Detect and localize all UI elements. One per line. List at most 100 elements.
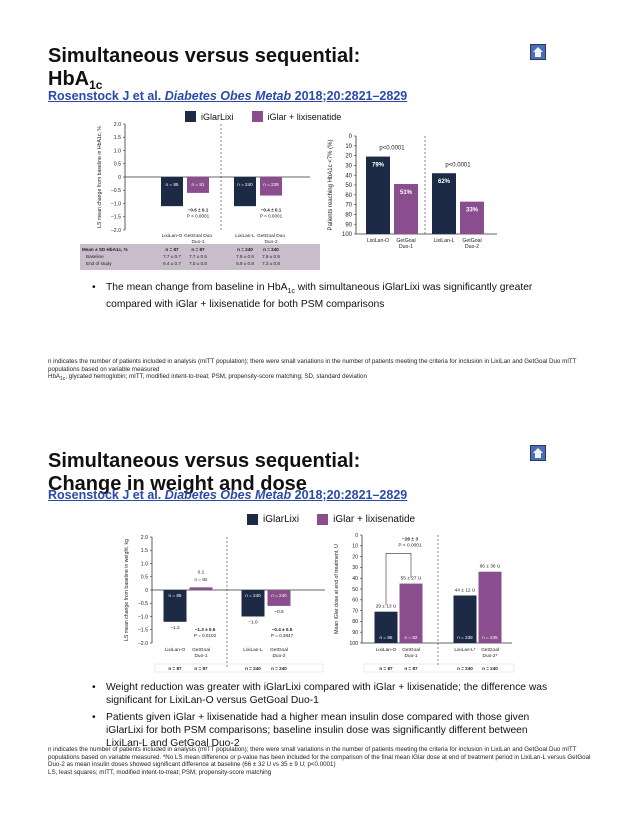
y-tick-label: 1.5 bbox=[141, 548, 148, 554]
y-tick-label: 40 bbox=[345, 173, 352, 179]
n-label: n = 240 bbox=[271, 666, 287, 671]
x-tick-label: Duo-1 bbox=[194, 653, 207, 659]
legend: iGlarLixi iGlar + lixisenatide bbox=[185, 111, 341, 122]
data-label: −1.2 bbox=[170, 625, 180, 631]
insulin-dose-chart: 0 10 20 30 40 50 60 70 80 90 100 Mean iGlar dose at… bbox=[334, 533, 515, 673]
table-band bbox=[80, 244, 320, 270]
bar bbox=[267, 590, 291, 606]
data-label: 79% bbox=[372, 163, 385, 169]
x-tick-label: GetGoal bbox=[481, 647, 499, 653]
title-sub: 1c bbox=[89, 78, 103, 92]
citation-link[interactable]: Rosenstock J et al. Diabetes Obes Metab … bbox=[48, 89, 408, 103]
slide-hba1c: Simultaneous versus sequential: HbA1c Ro… bbox=[0, 0, 638, 413]
slide1-footnote: n indicates the number of patients inclu… bbox=[48, 358, 577, 383]
x-tick-label: LixiLan-O bbox=[367, 238, 389, 244]
y-tick-label: 30 bbox=[352, 565, 358, 571]
citation-link[interactable]: Rosenstock J et al. Diabetes Obes Metab … bbox=[48, 488, 408, 502]
y-tick-label: 0 bbox=[355, 533, 358, 539]
table-cell: 7.7 ± 0.5 bbox=[189, 254, 207, 259]
bar-label: n = 82 bbox=[405, 635, 418, 640]
x-tick-label: LixiLan-L bbox=[433, 238, 454, 244]
x-tick-label: LixiLan-O bbox=[376, 647, 397, 653]
y-tick-label: 40 bbox=[352, 576, 358, 582]
y-tick-label: 0 bbox=[349, 134, 353, 140]
y-tick-label: −1.5 bbox=[138, 628, 148, 634]
n-label: n = 87 bbox=[404, 666, 418, 671]
bar bbox=[374, 611, 398, 643]
home-icon[interactable] bbox=[530, 44, 546, 60]
table-cell: 7.9 ± 0.5 bbox=[262, 254, 280, 259]
y-tick-label: 70 bbox=[352, 608, 358, 614]
bar-label: n = 235 bbox=[482, 635, 498, 640]
legend-swatch-iglar-lixi bbox=[317, 514, 329, 525]
table-cell: 6.9 ± 0.8 bbox=[236, 261, 254, 266]
legend-swatch-iglarlixi bbox=[185, 111, 196, 122]
annotation: −0.4 ± 0.5 bbox=[272, 627, 293, 632]
annotation: p<0.0001 bbox=[445, 162, 471, 168]
bar bbox=[161, 177, 183, 207]
y-tick-label: 1.0 bbox=[141, 561, 148, 567]
home-icon[interactable] bbox=[530, 445, 546, 461]
annotation: P = 0.0102 bbox=[194, 633, 217, 638]
x-tick-label: LixiLan-O bbox=[165, 647, 186, 653]
bar bbox=[478, 571, 502, 643]
x-tick-label: GetGoal Duo bbox=[184, 233, 212, 239]
table-cell: 7.3 ± 0.8 bbox=[262, 261, 280, 266]
bar-label: n = 240 bbox=[245, 593, 261, 598]
x-tick-label-2: Duo-1 bbox=[191, 239, 204, 245]
slide2-bullet: Patients given iGlar + lixisenatide had … bbox=[92, 711, 552, 750]
x-tick-label: GetGoal bbox=[192, 647, 210, 653]
x-tick-label-2: Duo-2 bbox=[264, 239, 277, 245]
y-tick-label: 10 bbox=[352, 544, 358, 550]
table-cell: 7.9 ± 0.6 bbox=[236, 254, 254, 259]
slide2-bullet: Weight reduction was greater with iGlarL… bbox=[92, 681, 552, 707]
n-label: n = 87 bbox=[194, 666, 208, 671]
slide2-footnote: n indicates the number of patients inclu… bbox=[48, 746, 591, 776]
slide1-title: Simultaneous versus sequential: HbA1c bbox=[48, 45, 361, 92]
n-label: n = 240 bbox=[245, 666, 261, 671]
x-tick-label: GetGoal bbox=[402, 647, 420, 653]
table-cell: 7.7 ± 0.7 bbox=[163, 254, 181, 259]
x-tick-label: GetGoal Duo bbox=[257, 233, 285, 239]
annotation: P = 0.3847 bbox=[271, 633, 294, 638]
table-cell: 7.0 ± 0.8 bbox=[189, 261, 207, 266]
y-tick-label: 0 bbox=[118, 175, 121, 181]
y-axis-label: LS mean change from baseline in weight, … bbox=[124, 539, 130, 641]
bar-label: n = 240 bbox=[237, 182, 253, 187]
table-cell: End of study bbox=[86, 261, 112, 266]
x-tick-label: GetGoal bbox=[462, 238, 481, 244]
bar-label: n = 86 bbox=[380, 635, 393, 640]
y-tick-label: −2.0 bbox=[111, 228, 121, 234]
annotation: P < 0.0001 bbox=[260, 213, 283, 218]
bar bbox=[187, 177, 209, 193]
legend: iGlarLixi iGlar + lixisenatide bbox=[247, 514, 415, 525]
x-tick-label: LixiLan-O bbox=[162, 233, 183, 239]
x-tick-label: Duo-2 bbox=[465, 244, 479, 250]
weight-change-chart: 2.0 1.5 1.0 0.5 0 −0.5 −1.0 −1.5 −2.0 LS mean cha… bbox=[124, 535, 325, 673]
n-row-band bbox=[154, 663, 324, 673]
y-tick-label: 10 bbox=[345, 144, 352, 150]
annotation: −0.4 ± 0.1 bbox=[261, 207, 282, 212]
annotation: P < 0.0001 bbox=[398, 542, 422, 548]
data-label: −0.6 bbox=[274, 609, 284, 615]
y-tick-label: 0.5 bbox=[141, 575, 148, 581]
slide2-title: Simultaneous versus sequential: Change i… bbox=[48, 450, 361, 495]
annotation: −0.6 ± 0.1 bbox=[188, 207, 209, 212]
y-tick-label: 70 bbox=[345, 203, 352, 209]
y-tick-label: 60 bbox=[352, 598, 358, 604]
data-label: 66 ± 36 U bbox=[480, 564, 501, 570]
data-label: −1.0 bbox=[248, 620, 258, 626]
bar bbox=[189, 587, 213, 590]
bar bbox=[241, 590, 265, 617]
y-tick-label: 20 bbox=[352, 554, 358, 560]
bar bbox=[366, 156, 390, 234]
bar-label: n = 240 bbox=[271, 593, 287, 598]
x-tick-label: LixiLan-L* bbox=[454, 647, 475, 653]
bar-label: n = 82 bbox=[195, 577, 208, 582]
table-cell: 6.4 ± 0.7 bbox=[163, 261, 181, 266]
y-tick-label: 100 bbox=[349, 641, 358, 647]
slide1-bullet: The mean change from baseline in HbA1c w… bbox=[92, 281, 552, 311]
y-tick-label: 90 bbox=[352, 630, 358, 636]
annotation: P < 0.0001 bbox=[187, 213, 210, 218]
bar bbox=[460, 201, 484, 234]
